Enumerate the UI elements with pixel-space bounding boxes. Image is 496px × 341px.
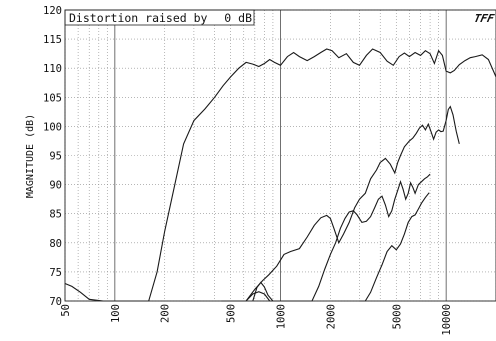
plot-border (64, 9, 496, 302)
x-tick-label: 10000 (441, 304, 453, 336)
series-line-5 (359, 192, 430, 302)
y-tick-label: 105 (43, 92, 62, 104)
y-tick-labels: 70 75 80 85 90 95 100 105 110 115 120 (43, 5, 62, 308)
x-tick-label: 50 (60, 304, 72, 317)
series-line-4 (252, 281, 274, 302)
y-tick-label: 80 (49, 238, 62, 250)
y-tick-label: 70 (49, 296, 62, 308)
series-line-1 (64, 48, 496, 302)
y-tick-label: 85 (49, 209, 62, 221)
x-tick-label: 5000 (391, 304, 403, 329)
brand-logo: TFF (473, 12, 496, 25)
y-tick-label: 100 (43, 121, 62, 133)
chart-title-value: 0 dB (224, 11, 252, 25)
x-tick-label: 200 (160, 304, 172, 323)
y-tick-label: 110 (43, 63, 62, 75)
y-tick-label: 120 (43, 5, 62, 17)
x-tick-label: 100 (110, 304, 122, 323)
chart-title: Distortion raised by (69, 11, 208, 25)
y-tick-label: 75 (49, 267, 62, 279)
x-tick-label: 2000 (325, 304, 337, 329)
x-tick-labels: 50 100 200 500 1000 2000 5000 10000 (60, 304, 453, 336)
series-curves (64, 48, 496, 302)
series-line-3 (241, 173, 431, 302)
y-axis-label: MAGNITUDE (dB) (25, 114, 36, 198)
x-tick-label: 500 (226, 304, 238, 323)
y-tick-label: 115 (43, 34, 62, 46)
y-tick-label: 90 (49, 180, 62, 192)
x-tick-label: 1000 (276, 304, 288, 329)
chart-grid (64, 9, 496, 302)
series-line-2 (221, 105, 460, 302)
y-tick-label: 95 (49, 151, 62, 163)
